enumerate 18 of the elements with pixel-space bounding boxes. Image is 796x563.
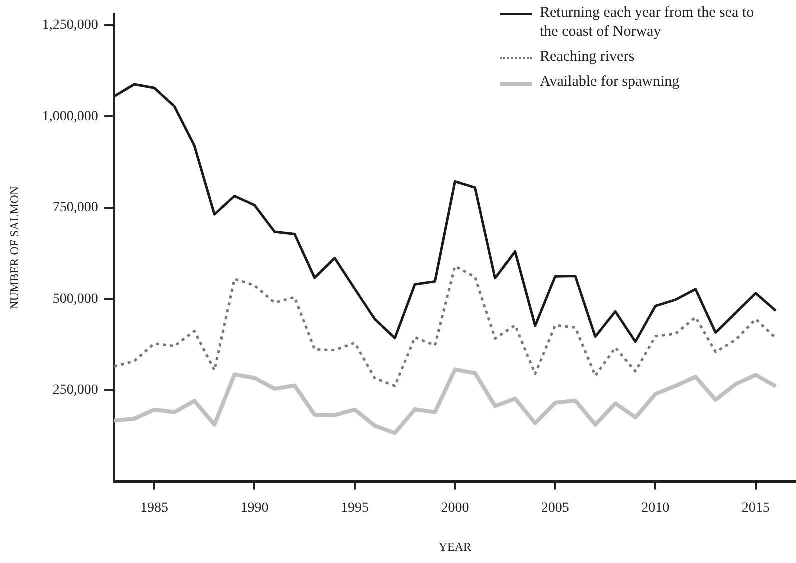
x-tick-label: 1990 xyxy=(240,500,269,516)
y-tick-label: 1,250,000 xyxy=(42,18,98,34)
y-tick-label: 1,000,000 xyxy=(42,109,98,124)
y-tick-label: 250,000 xyxy=(52,383,98,398)
line-series xyxy=(114,265,778,388)
x-tick-label: 1985 xyxy=(140,500,168,516)
x-axis-title: YEAR xyxy=(438,540,472,554)
legend-label: Reaching rivers xyxy=(540,48,635,67)
x-tick-label: 1995 xyxy=(340,500,369,516)
legend-label: Available for spawning xyxy=(540,73,680,92)
y-tick-label: 500,000 xyxy=(52,292,98,307)
x-tick-label: 2010 xyxy=(642,500,670,516)
x-tick-label: 2000 xyxy=(441,500,470,516)
y-axis-title: NUMBER OF SALMON xyxy=(7,186,22,310)
y-tick-label: 750,000 xyxy=(52,200,98,216)
x-tick-label: 2015 xyxy=(742,500,770,516)
legend-label: Returning each year from the sea to the coast of Norway xyxy=(540,4,756,42)
x-tick-label: 2005 xyxy=(541,500,570,516)
